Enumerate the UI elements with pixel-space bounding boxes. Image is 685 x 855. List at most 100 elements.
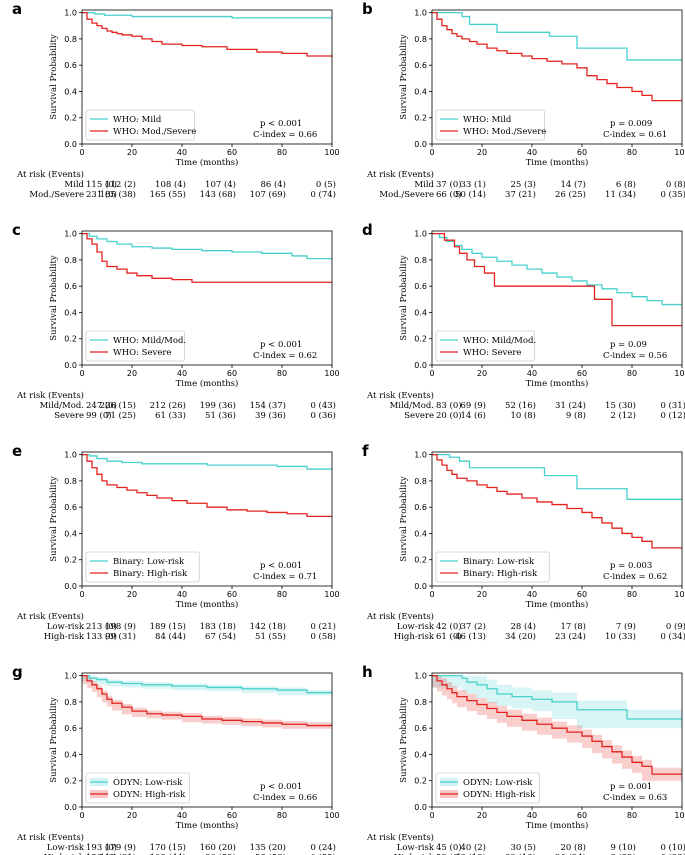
legend-label: Binary: Low-risk [113, 557, 185, 567]
risk-cell: 28 (4) [510, 621, 536, 632]
risk-cell: 51 (55) [255, 631, 286, 642]
y-tick-label: 1.0 [64, 672, 77, 681]
p-value: p < 0.001 [260, 119, 302, 129]
x-tick-label: 40 [527, 148, 537, 157]
x-tick-label: 60 [227, 590, 237, 599]
panel-letter: g [12, 663, 23, 681]
x-tick-label: 20 [477, 148, 487, 157]
x-tick-label: 20 [477, 590, 487, 599]
y-tick-label: 0.8 [64, 256, 77, 265]
p-value: p = 0.003 [610, 561, 652, 571]
risk-cell: 0 (43) [310, 400, 336, 411]
y-tick-label: 0.8 [64, 35, 77, 44]
risk-cell: 0 (36) [310, 410, 336, 421]
panel-letter: e [12, 442, 22, 460]
c-index: C-index = 0.62 [603, 572, 667, 582]
risk-cell: 247 (0) [86, 400, 117, 411]
risk-cell: 26 (25) [555, 189, 586, 200]
y-tick-label: 0.0 [64, 140, 77, 149]
risk-cell: 8 (32) [610, 852, 636, 855]
axes-frame [81, 672, 333, 808]
legend-label: WHO: Mild/Mod. [113, 336, 186, 346]
x-axis-label: Time (months) [176, 378, 239, 389]
risk-cell: 50 (14) [455, 189, 486, 200]
x-tick-label: 100 [324, 148, 339, 157]
risk-cell: 45 (0) [436, 842, 462, 853]
legend-box [85, 330, 185, 362]
y-tick-label: 1.0 [64, 9, 77, 18]
y-tick-label: 0.6 [414, 282, 427, 291]
risk-row-label: Low-risk [47, 622, 85, 632]
risk-row-label: High-risk [394, 853, 435, 855]
survival-curve-low [432, 11, 682, 61]
y-tick-label: 0.6 [64, 724, 77, 733]
p-value: p = 0.09 [610, 340, 647, 350]
risk-cell: 108 (4) [155, 179, 186, 190]
x-tick-label: 60 [577, 148, 587, 157]
legend-label: WHO: Severe [463, 348, 521, 358]
x-tick-label: 60 [227, 811, 237, 820]
x-axis-label: Time (months) [526, 599, 589, 610]
risk-cell: 46 (13) [455, 631, 486, 642]
risk-row-label: Mild [64, 180, 84, 190]
legend-label: WHO: Severe [113, 348, 171, 358]
risk-cell: 10 (8) [510, 410, 536, 421]
x-tick-label: 100 [674, 148, 685, 157]
risk-cell: 52 (16) [505, 400, 536, 411]
risk-cell: 69 (9) [460, 400, 486, 411]
risk-cell: 0 (34) [660, 631, 685, 642]
legend-label: WHO: Mod./Severe [463, 127, 546, 137]
risk-cell: 71 (25) [105, 410, 136, 421]
x-tick-label: 80 [277, 369, 287, 378]
risk-cell: 103 (44) [150, 852, 186, 855]
x-tick-label: 0 [79, 369, 84, 378]
risk-cell: 25 (3) [510, 179, 536, 190]
x-tick-label: 60 [577, 590, 587, 599]
legend-label: Binary: High-risk [463, 569, 538, 579]
y-axis-label: Survival Probability [49, 476, 59, 562]
y-tick-label: 0.2 [414, 777, 427, 786]
y-tick-label: 0.4 [64, 308, 77, 317]
x-tick-label: 20 [127, 590, 137, 599]
x-tick-label: 20 [127, 369, 137, 378]
risk-cell: 154 (37) [250, 400, 286, 411]
p-value: p < 0.001 [260, 340, 302, 350]
risk-row-label: Severe [404, 411, 434, 421]
x-tick-label: 60 [227, 369, 237, 378]
y-tick-label: 0.8 [414, 477, 427, 486]
km-panel-b: b 0 20 40 60 80 100 0.0 0.2 0.4 0.6 0.8 1.0 Time (mon… [362, 0, 685, 200]
risk-cell: 133 (0) [86, 631, 117, 642]
risk-table-header: At risk (Events) [16, 390, 84, 401]
y-tick-label: 0.8 [414, 35, 427, 44]
x-axis-label: Time (months) [526, 820, 589, 831]
panel-letter: b [362, 0, 373, 18]
risk-cell: 0 (5) [316, 179, 336, 190]
survival-curve-high [82, 674, 332, 727]
y-tick-label: 0.8 [414, 256, 427, 265]
y-tick-label: 0.2 [414, 556, 427, 565]
risk-cell: 107 (4) [205, 179, 236, 190]
x-tick-label: 60 [577, 369, 587, 378]
x-tick-label: 80 [627, 590, 637, 599]
axes-frame [81, 9, 333, 145]
risk-cell: 107 (69) [250, 189, 286, 200]
risk-cell: 0 (9) [666, 621, 685, 632]
y-tick-label: 0.2 [64, 114, 77, 123]
x-tick-label: 0 [429, 590, 434, 599]
legend-box [85, 109, 195, 141]
legend-label: WHO: Mild [463, 115, 512, 125]
survival-curve-low [82, 453, 332, 470]
x-tick-label: 0 [429, 369, 434, 378]
risk-cell: 153 (0) [86, 852, 117, 855]
y-tick-label: 0.4 [64, 87, 77, 96]
c-index: C-index = 0.66 [253, 793, 317, 803]
x-tick-label: 0 [429, 811, 434, 820]
x-tick-label: 80 [627, 369, 637, 378]
risk-cell: 231 (0) [86, 189, 117, 200]
risk-cell: 0 (74) [310, 189, 336, 200]
c-index: C-index = 0.62 [253, 351, 317, 361]
c-index: C-index = 0.66 [253, 130, 317, 140]
y-tick-label: 0.6 [64, 282, 77, 291]
risk-cell: 199 (36) [200, 400, 236, 411]
y-axis-label: Survival Probability [399, 697, 409, 783]
